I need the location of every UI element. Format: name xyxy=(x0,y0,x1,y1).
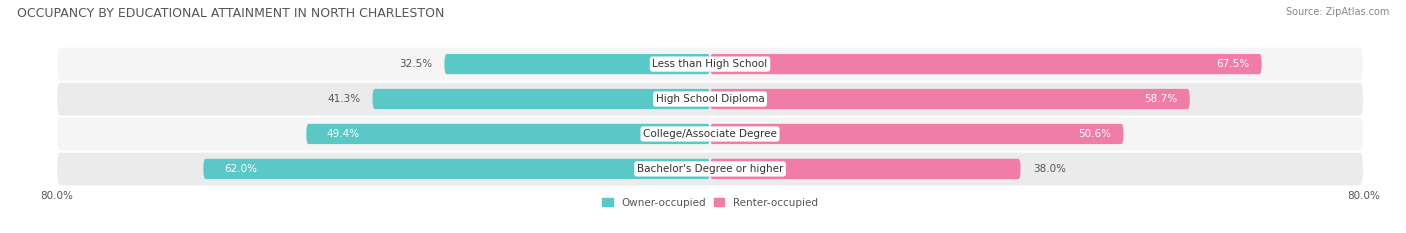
Text: 58.7%: 58.7% xyxy=(1144,94,1177,104)
Text: Source: ZipAtlas.com: Source: ZipAtlas.com xyxy=(1285,7,1389,17)
FancyBboxPatch shape xyxy=(56,82,1364,116)
Text: 50.6%: 50.6% xyxy=(1078,129,1111,139)
FancyBboxPatch shape xyxy=(710,54,1261,74)
Text: 41.3%: 41.3% xyxy=(328,94,360,104)
FancyBboxPatch shape xyxy=(710,159,1021,179)
Text: High School Diploma: High School Diploma xyxy=(655,94,765,104)
FancyBboxPatch shape xyxy=(56,116,1364,151)
Text: 67.5%: 67.5% xyxy=(1216,59,1250,69)
Text: 38.0%: 38.0% xyxy=(1033,164,1066,174)
Text: Less than High School: Less than High School xyxy=(652,59,768,69)
Legend: Owner-occupied, Renter-occupied: Owner-occupied, Renter-occupied xyxy=(598,194,823,212)
FancyBboxPatch shape xyxy=(444,54,710,74)
Text: College/Associate Degree: College/Associate Degree xyxy=(643,129,778,139)
FancyBboxPatch shape xyxy=(373,89,710,109)
Text: OCCUPANCY BY EDUCATIONAL ATTAINMENT IN NORTH CHARLESTON: OCCUPANCY BY EDUCATIONAL ATTAINMENT IN N… xyxy=(17,7,444,20)
FancyBboxPatch shape xyxy=(710,89,1189,109)
FancyBboxPatch shape xyxy=(710,124,1123,144)
Text: Bachelor's Degree or higher: Bachelor's Degree or higher xyxy=(637,164,783,174)
Text: 49.4%: 49.4% xyxy=(326,129,360,139)
FancyBboxPatch shape xyxy=(56,47,1364,82)
FancyBboxPatch shape xyxy=(307,124,710,144)
FancyBboxPatch shape xyxy=(204,159,710,179)
FancyBboxPatch shape xyxy=(56,151,1364,186)
Text: 32.5%: 32.5% xyxy=(399,59,432,69)
Text: 62.0%: 62.0% xyxy=(224,164,257,174)
